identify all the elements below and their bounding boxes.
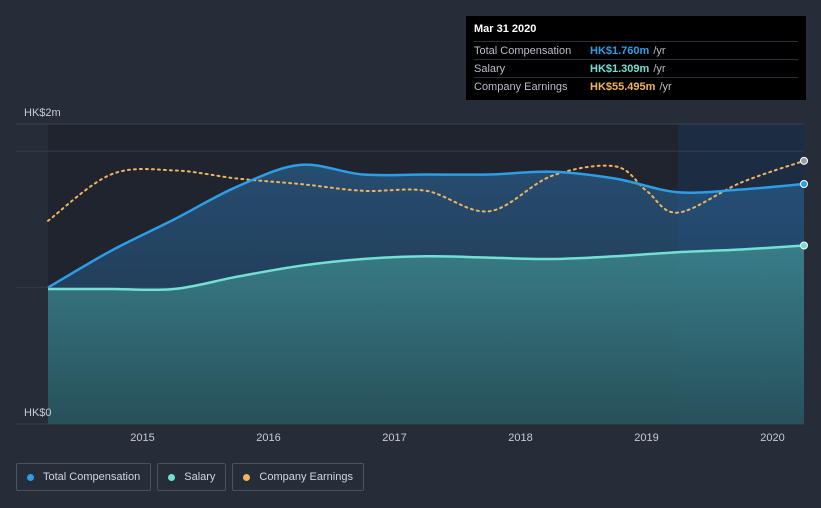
point-total-compensation-end — [800, 180, 808, 188]
tooltip-value: HK$1.309m — [590, 62, 650, 75]
legend-item-company-earnings[interactable]: Company Earnings — [232, 463, 364, 491]
x-tick-label: 2017 — [382, 432, 406, 444]
x-tick-label: 2020 — [760, 432, 784, 444]
legend-dot-icon — [243, 473, 251, 481]
line-salary — [48, 244, 805, 292]
tooltip-unit: /yr — [653, 44, 666, 57]
tooltip-label: Salary — [474, 62, 506, 75]
legend-label: Total Compensation — [43, 471, 141, 483]
tooltip-unit: /yr — [659, 80, 672, 93]
tooltip-row-total: Total Compensation HK$1.760m /yr — [474, 41, 798, 59]
legend-dot-icon — [168, 473, 176, 481]
x-tick-label: 2016 — [256, 432, 280, 444]
point-salary-end — [800, 241, 808, 250]
tooltip-label: Total Compensation — [474, 44, 572, 57]
tooltip-row-salary: Salary HK$1.309m /yr — [474, 59, 798, 77]
point-company-earnings-end — [800, 156, 808, 165]
legend-dot-icon — [27, 473, 34, 481]
y-tick-label: HK$0 — [24, 407, 52, 419]
line-total-compensation — [47, 163, 805, 289]
tooltip-value: HK$1.760m — [590, 44, 650, 57]
x-tick-label: 2015 — [130, 432, 154, 444]
tooltip-date: Mar 31 2020 — [474, 23, 537, 35]
tooltip-unit: /yr — [653, 62, 666, 75]
y-tick-label: HK$2m — [24, 107, 61, 119]
data-tooltip: Mar 31 2020 Total Compensation HK$1.760m… — [466, 16, 806, 100]
legend-item-total-compensation[interactable]: Total Compensation — [16, 463, 152, 491]
tooltip-row-earnings: Company Earnings HK$55.495m /yr — [474, 77, 798, 95]
chart-legend: Total Compensation Salary Company Earnin… — [16, 463, 364, 491]
tooltip-label: Company Earnings — [474, 80, 568, 93]
legend-label: Salary — [184, 471, 216, 483]
legend-label: Company Earnings — [259, 471, 353, 483]
x-tick-label: 2019 — [634, 432, 658, 444]
area-salary — [48, 245, 804, 424]
line-company-earnings — [47, 159, 805, 222]
x-tick-label: 2018 — [508, 432, 532, 444]
tooltip-value: HK$55.495m — [590, 80, 656, 93]
legend-item-salary[interactable]: Salary — [157, 463, 227, 491]
